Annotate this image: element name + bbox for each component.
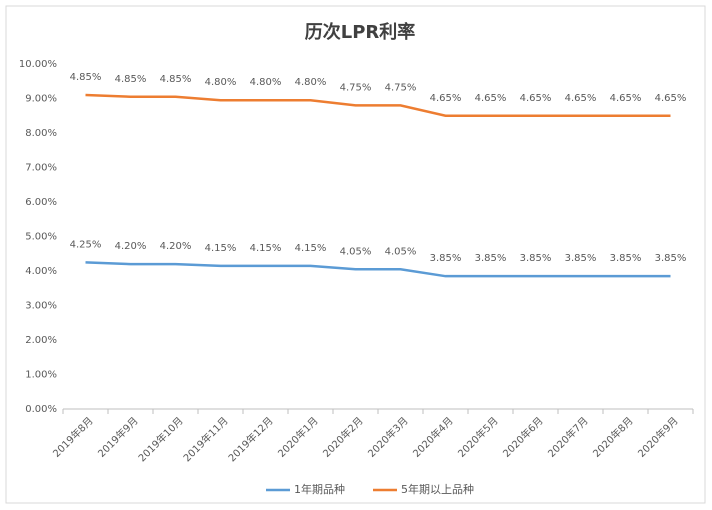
data-label: 4.80% — [205, 77, 237, 88]
y-tick-label: 6.00% — [25, 197, 57, 208]
data-label: 4.20% — [160, 241, 192, 252]
data-label: 4.80% — [295, 77, 327, 88]
data-label: 4.15% — [205, 243, 237, 254]
data-label: 3.85% — [610, 253, 642, 264]
series-line — [85, 93, 671, 117]
data-label: 4.65% — [430, 93, 462, 104]
data-label: 4.15% — [295, 243, 327, 254]
y-tick-label: 1.00% — [25, 370, 57, 381]
data-label: 4.85% — [70, 72, 102, 83]
legend-label: 1年期品种 — [294, 482, 345, 496]
data-label: 4.75% — [340, 82, 372, 93]
data-label: 4.65% — [655, 93, 687, 104]
data-label: 4.65% — [610, 93, 642, 104]
legend-label: 5年期以上品种 — [401, 482, 474, 496]
y-tick-label: 4.00% — [25, 266, 57, 277]
y-tick-label: 7.00% — [25, 163, 57, 174]
data-label: 4.75% — [385, 82, 417, 93]
data-label: 4.85% — [160, 74, 192, 85]
data-label: 3.85% — [475, 253, 507, 264]
data-label: 4.80% — [250, 77, 282, 88]
chart-border — [5, 5, 706, 504]
y-tick-label: 2.00% — [25, 335, 57, 346]
y-tick-label: 5.00% — [25, 232, 57, 243]
y-tick-label: 9.00% — [25, 94, 57, 105]
data-label: 4.65% — [475, 93, 507, 104]
y-tick-label: 10.00% — [19, 59, 57, 70]
data-label: 4.65% — [520, 93, 552, 104]
data-label: 4.05% — [340, 246, 372, 257]
y-tick-label: 0.00% — [25, 404, 57, 415]
data-label: 3.85% — [430, 253, 462, 264]
y-tick-label: 8.00% — [25, 128, 57, 139]
data-label: 4.05% — [385, 246, 417, 257]
data-label: 3.85% — [655, 253, 687, 264]
data-label: 4.65% — [565, 93, 597, 104]
data-label: 4.85% — [115, 74, 147, 85]
data-label: 4.15% — [250, 243, 282, 254]
chart-title: 历次LPR利率 — [305, 21, 416, 43]
data-label: 4.25% — [70, 239, 102, 250]
data-label: 3.85% — [565, 253, 597, 264]
series-line — [85, 261, 671, 278]
y-tick-label: 3.00% — [25, 301, 57, 312]
data-label: 3.85% — [520, 253, 552, 264]
data-label: 4.20% — [115, 241, 147, 252]
